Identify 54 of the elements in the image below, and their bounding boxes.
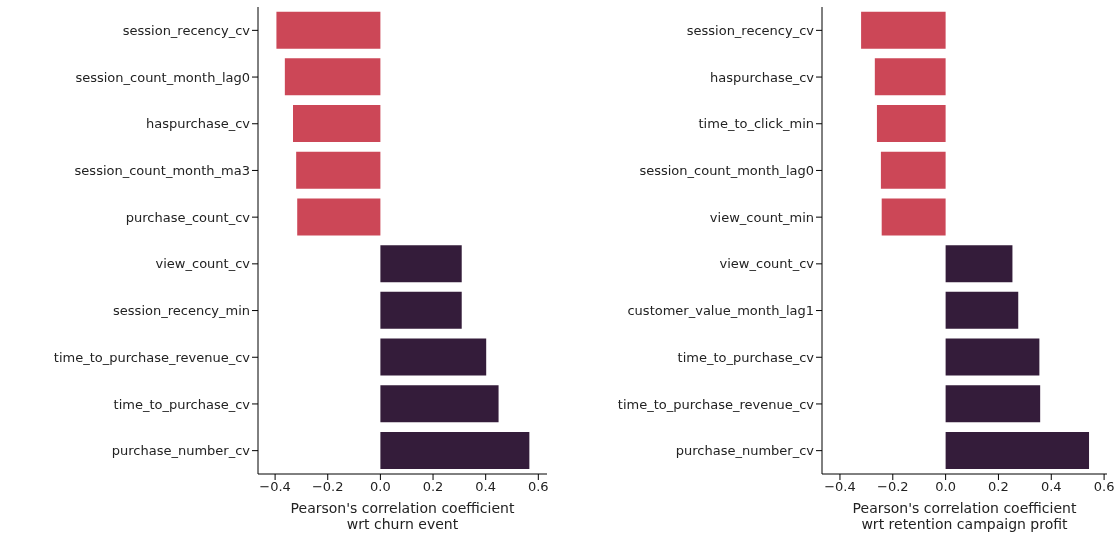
y-tick-label: view_count_cv xyxy=(719,256,815,272)
y-tick-label: customer_value_month_lag1 xyxy=(627,303,814,319)
bar xyxy=(881,198,946,236)
y-tick-label: time_to_purchase_cv xyxy=(113,396,251,412)
bar xyxy=(861,11,946,49)
y-tick-label: purchase_count_cv xyxy=(125,209,251,225)
y-tick-label: haspurchase_cv xyxy=(710,69,815,85)
x-tick-label: 0.4 xyxy=(1040,479,1062,495)
bar xyxy=(945,385,1041,423)
y-tick-label: time_to_click_min xyxy=(698,116,814,132)
y-tick-label: session_count_month_lag0 xyxy=(639,163,814,179)
x-tick-label: −0.4 xyxy=(259,479,291,495)
x-tick-label: 0.4 xyxy=(475,479,497,495)
bar xyxy=(945,291,1019,329)
bar xyxy=(293,105,381,143)
x-tick-label: 0.2 xyxy=(988,479,1009,495)
bar xyxy=(380,291,462,329)
x-tick-label: 0.0 xyxy=(935,479,956,495)
y-tick-label: time_to_purchase_cv xyxy=(677,349,815,365)
y-tick-label: view_count_cv xyxy=(155,256,251,272)
x-tick-label: 0.0 xyxy=(370,479,391,495)
bar xyxy=(880,151,946,189)
y-tick-label: haspurchase_cv xyxy=(146,116,251,132)
x-axis-title: Pearson's correlation coefficient wrt retention campaign profit xyxy=(851,500,1078,532)
y-tick-label: session_recency_cv xyxy=(686,22,815,38)
y-tick-label: session_count_month_lag0 xyxy=(75,69,250,85)
x-tick-label: −0.2 xyxy=(877,479,909,495)
y-tick-label: session_count_month_ma3 xyxy=(74,163,250,179)
bar xyxy=(380,245,462,283)
bar xyxy=(284,58,381,96)
x-tick-label: −0.2 xyxy=(311,479,344,495)
bar xyxy=(945,338,1040,376)
bar xyxy=(876,105,946,143)
x-tick-label: 0.2 xyxy=(422,479,444,495)
x-tick-label: 0.6 xyxy=(527,479,549,495)
y-tick-label: time_to_purchase_revenue_cv xyxy=(53,349,251,365)
y-tick-label: session_recency_min xyxy=(113,303,250,319)
y-tick-label: session_recency_cv xyxy=(122,22,251,38)
bar xyxy=(874,58,946,96)
bar xyxy=(380,431,530,469)
bar xyxy=(945,431,1090,469)
bar xyxy=(380,338,487,376)
bar xyxy=(276,11,381,49)
bar xyxy=(297,198,381,236)
bar xyxy=(380,385,499,423)
y-tick-label: view_count_min xyxy=(709,209,814,225)
bar xyxy=(945,245,1013,283)
x-axis-title: Pearson's correlation coefficient wrt churn event xyxy=(289,500,516,532)
x-tick-label: −0.4 xyxy=(824,479,856,495)
y-tick-label: purchase_number_cv xyxy=(111,443,251,459)
y-tick-label: purchase_number_cv xyxy=(675,443,815,459)
x-tick-label: 0.6 xyxy=(1093,479,1115,495)
bar xyxy=(296,151,381,189)
y-tick-label: time_to_purchase_revenue_cv xyxy=(617,396,815,412)
